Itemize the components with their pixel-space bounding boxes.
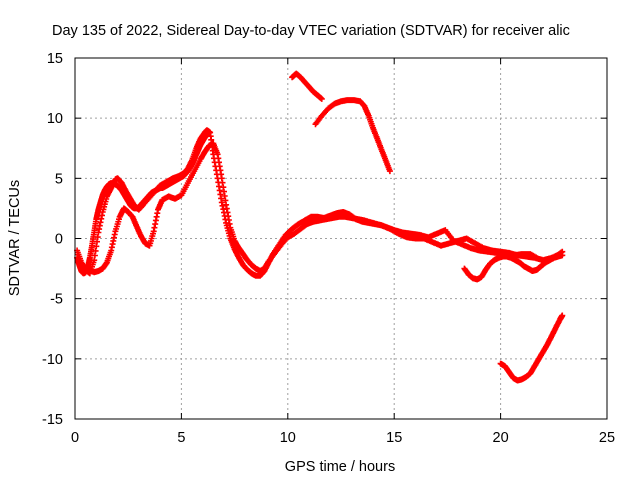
x-tick-label: 25 bbox=[599, 430, 615, 446]
y-tick-label: 5 bbox=[55, 171, 63, 187]
x-tick-label: 0 bbox=[71, 430, 79, 446]
x-axis-label: GPS time / hours bbox=[285, 459, 395, 475]
x-tick-label: 15 bbox=[386, 430, 402, 446]
x-tick-label: 20 bbox=[493, 430, 509, 446]
series-upper-track bbox=[74, 127, 566, 279]
series-high-segment-b bbox=[312, 97, 393, 175]
plus-markers bbox=[74, 127, 566, 279]
grid bbox=[75, 58, 607, 419]
chart-title: Day 135 of 2022, Sidereal Day-to-day VTE… bbox=[52, 23, 570, 39]
y-tick-label: -10 bbox=[42, 352, 63, 368]
y-tick-label: 15 bbox=[47, 51, 63, 67]
plus-markers bbox=[74, 129, 213, 277]
plus-markers bbox=[312, 97, 393, 175]
y-tick-label: 0 bbox=[55, 232, 63, 248]
series-low-segment bbox=[497, 312, 566, 384]
x-tick-label: 5 bbox=[177, 430, 185, 446]
series-early-swing bbox=[74, 129, 213, 277]
plus-markers bbox=[461, 252, 566, 283]
plus-markers bbox=[289, 70, 325, 102]
x-tick-label: 10 bbox=[280, 430, 296, 446]
plus-markers bbox=[497, 312, 566, 384]
y-tick-label: -15 bbox=[42, 412, 63, 428]
data-points bbox=[74, 70, 566, 384]
plot-frame bbox=[74, 57, 608, 420]
y-axis-label: SDTVAR / TECUs bbox=[7, 180, 23, 296]
series-afternoon-dip bbox=[461, 252, 566, 283]
y-tick-label: -5 bbox=[50, 292, 63, 308]
y-tick-label: 10 bbox=[47, 111, 63, 127]
series-high-segment-a bbox=[289, 70, 325, 102]
